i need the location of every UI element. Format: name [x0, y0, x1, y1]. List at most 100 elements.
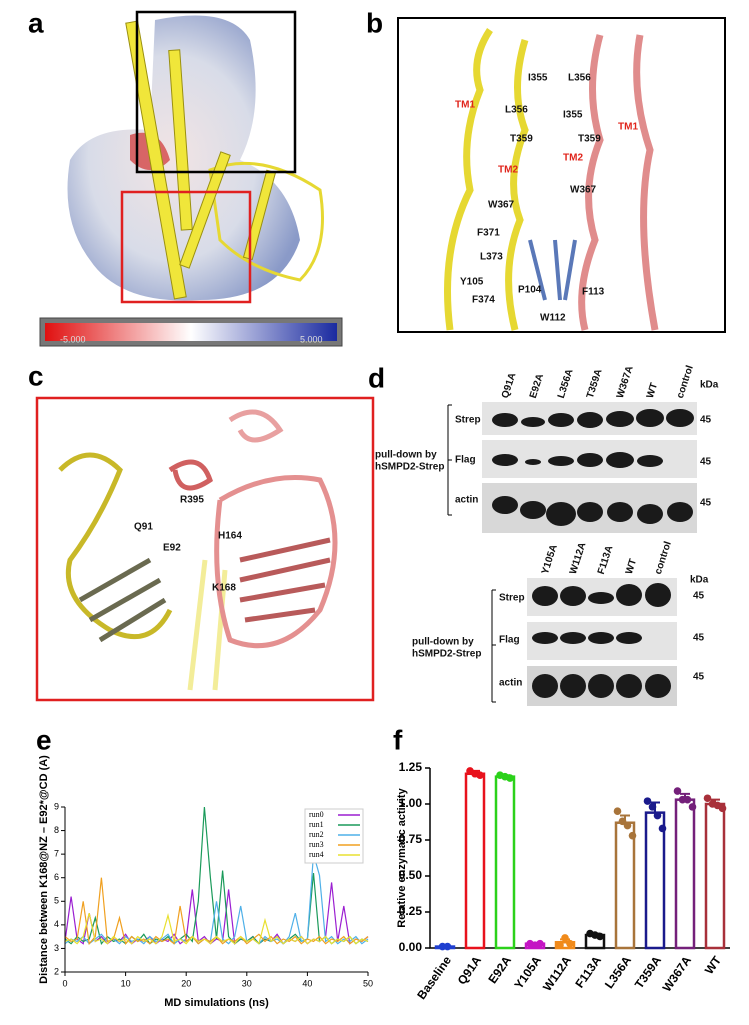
lane-label: T359A — [585, 368, 605, 400]
blot-bottom — [491, 578, 677, 706]
y-tick-label: 3 — [54, 943, 59, 953]
x-tick-label: E92A — [485, 953, 514, 986]
x-tick-label: 30 — [242, 978, 252, 988]
data-point — [556, 941, 564, 949]
panel-label: a — [28, 7, 44, 38]
data-point — [443, 942, 452, 951]
residue-label: I355 — [563, 110, 583, 121]
data-point — [683, 795, 692, 804]
zoom-box — [135, 10, 297, 174]
x-tick-label: L356A — [602, 953, 634, 991]
x-tick-label: F113A — [572, 953, 604, 990]
bar — [674, 798, 696, 950]
pulldown-label: pull-down by — [375, 450, 437, 461]
y-tick-label: 9 — [54, 801, 59, 811]
row-label: Strep — [499, 593, 525, 604]
residue-label: T359 — [578, 134, 601, 145]
residue-label: L356 — [505, 105, 528, 116]
lane-label: WT — [624, 558, 639, 576]
y-tick-label: 6 — [54, 872, 59, 882]
residue-label: T359 — [510, 134, 533, 145]
lane-label: W112A — [568, 541, 589, 576]
data-point — [648, 803, 657, 811]
data-point — [536, 939, 544, 948]
data-point — [613, 807, 622, 815]
bar — [494, 775, 516, 950]
residue-label: F371 — [477, 228, 500, 239]
pulldown-label: pull-down by — [412, 637, 474, 648]
residue-label: H164 — [218, 531, 242, 542]
lane-label: L356A — [556, 368, 576, 400]
residue-label: R395 — [180, 495, 204, 506]
pulldown-label: hSMPD2-Strep — [412, 649, 481, 660]
row-label: actin — [499, 678, 522, 689]
series-line — [64, 853, 369, 945]
y-tick-label: 4 — [54, 919, 59, 929]
legend-label: run3 — [309, 840, 324, 849]
data-point — [561, 934, 569, 942]
legend-label: run1 — [309, 820, 324, 829]
legend-label: run4 — [309, 850, 324, 859]
lane-label: control — [653, 540, 674, 576]
marker-label: 45 — [700, 457, 712, 468]
legend-label: run2 — [309, 830, 324, 839]
panel-label: e — [36, 724, 52, 755]
data-point — [703, 794, 712, 803]
legend-box — [304, 808, 364, 864]
lane-label: Y105A — [540, 543, 560, 575]
residue-label: TM1 — [455, 100, 475, 111]
y-axis-label: Distance between K168@NZ – E92*@CD (A) — [38, 755, 50, 984]
marker-label: 45 — [700, 415, 712, 426]
residue-label: W367 — [488, 200, 515, 211]
ribbons — [58, 409, 338, 691]
row-label: Flag — [455, 455, 476, 466]
y-tick-label: 1.00 — [399, 796, 423, 810]
panel-frame — [397, 17, 726, 333]
residue-label: TM2 — [563, 153, 583, 164]
data-point — [688, 803, 697, 811]
marker-label: 45 — [693, 633, 705, 644]
colorbar-label: 5.000 — [300, 334, 323, 344]
data-point — [653, 811, 662, 820]
x-tick-label: W112A — [540, 953, 574, 994]
blot-top — [447, 402, 697, 533]
y-tick-label: 2 — [54, 966, 59, 976]
row-label: Flag — [499, 635, 520, 646]
panel-label: f — [393, 724, 403, 755]
y-tick-label: 7 — [54, 849, 59, 859]
unit-label: kDa — [700, 380, 719, 391]
y-tick-label: 0.00 — [399, 940, 423, 954]
x-tick-label: 10 — [121, 978, 131, 988]
data-point — [673, 787, 682, 795]
panel-label: c — [28, 360, 44, 391]
data-point — [623, 821, 632, 830]
residue-label: TM1 — [618, 122, 638, 133]
lane-label: WT — [645, 382, 660, 400]
residue-label: TM2 — [498, 165, 518, 176]
data-point — [476, 771, 484, 779]
residue-label: Q91 — [134, 522, 153, 533]
data-point — [628, 831, 637, 840]
helix-cylinders — [125, 20, 277, 300]
residue-label: F374 — [472, 295, 495, 306]
bar — [464, 772, 486, 950]
residue-label: K168 — [212, 583, 236, 594]
y-tick-label: 8 — [54, 825, 59, 835]
y-tick-label: 1.25 — [399, 760, 423, 774]
x-tick-label: 50 — [363, 978, 373, 988]
data-point — [643, 797, 652, 805]
bar — [614, 821, 636, 950]
y-tick-label: 0.75 — [399, 832, 423, 846]
residue-label: W112 — [540, 313, 566, 324]
y-tick-label: 5 — [54, 896, 59, 906]
data-point — [596, 932, 604, 941]
residue-label: Y105 — [460, 277, 484, 288]
x-tick-label: 20 — [181, 978, 191, 988]
residue-label: W367 — [570, 185, 597, 196]
marker-label: 45 — [700, 498, 712, 509]
series-line — [64, 912, 369, 945]
panel-label: b — [366, 7, 383, 38]
lane-label: Q91A — [500, 371, 519, 399]
residue-label: I355 — [528, 73, 548, 84]
